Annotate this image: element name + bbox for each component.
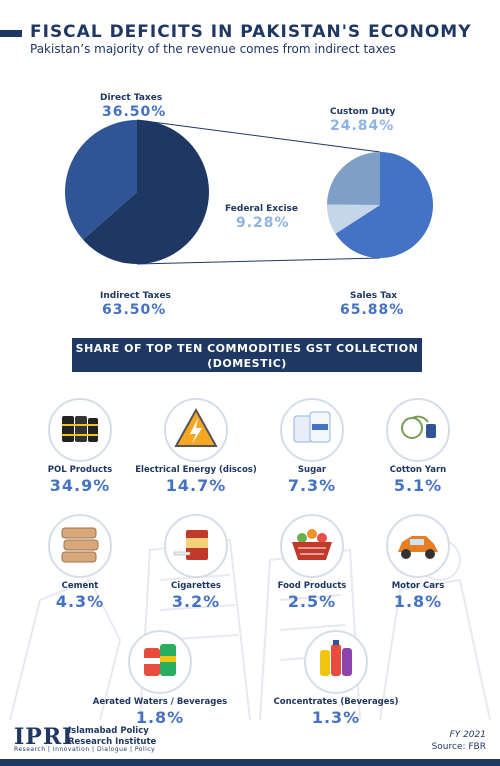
commodity-label: Electrical Energy (discos) (135, 465, 257, 475)
cement-bags-icon (48, 514, 112, 578)
commodity-value: 2.5% (287, 592, 337, 611)
direct-taxes-label: Direct Taxes (100, 93, 163, 103)
direct-taxes-slice (64, 119, 137, 240)
commodity-value: 4.3% (55, 592, 105, 611)
commodity-value: 7.3% (287, 476, 337, 495)
tax-pie-charts (64, 119, 433, 265)
sales-tax-value: 65.88% (340, 302, 405, 318)
commodity-label: Cigarettes (171, 581, 221, 591)
custom-duty-label: Custom Duty (330, 107, 396, 117)
commodity-label: Aerated Waters / Beverages (92, 697, 228, 707)
commodity-label: Cotton Yarn (389, 465, 447, 475)
institute-name: Islamabad Policy Research Institute (68, 726, 156, 748)
pie-connector-lines (136, 119, 381, 265)
oil-barrels-icon (48, 398, 112, 462)
cotton-spool-icon (386, 398, 450, 462)
soda-cans-icon (128, 630, 192, 694)
motor-car-icon (386, 514, 450, 578)
beverage-bottles-icon (304, 630, 368, 694)
institute-name-line2: Research Institute (68, 737, 157, 747)
institute-tagline: Research | Innovation | Dialogue | Polic… (14, 746, 156, 753)
direct-indirect-pie (64, 119, 209, 264)
commodity-label: Motor Cars (391, 581, 445, 591)
fiscal-year: FY 2021 (449, 730, 486, 740)
commodity-value: 34.9% (49, 476, 111, 495)
commodity-value: 1.8% (393, 592, 443, 611)
sales-tax-slice (335, 152, 433, 259)
sales-tax-label: Sales Tax (350, 291, 398, 301)
food-basket-icon (280, 514, 344, 578)
commodity-value: 1.8% (135, 708, 185, 727)
data-source: Source: FBR (431, 742, 486, 752)
electricity-warning-icon (164, 398, 228, 462)
direct-taxes-value: 36.50% (102, 104, 167, 120)
commodity-value: 5.1% (393, 476, 443, 495)
commodity-label: Concentrates (Beverages) (273, 697, 399, 707)
connector-line (136, 257, 381, 265)
institute-name-line1: Islamabad Policy (68, 726, 149, 736)
custom-duty-value: 24.84% (330, 118, 395, 134)
gst-section-banner: SHARE OF TOP TEN COMMODITIES GST COLLECT… (72, 338, 422, 372)
header-accent-bar (0, 30, 22, 37)
federal-excise-label: Federal Excise (225, 204, 298, 214)
sugar-bags-icon (280, 398, 344, 462)
federal-excise-value: 9.28% (236, 215, 290, 231)
commodity-label: Cement (61, 581, 99, 591)
federal-excise-slice (327, 204, 380, 234)
indirect-taxes-label: Indirect Taxes (100, 291, 171, 301)
indirect-taxes-value: 63.50% (102, 302, 167, 318)
commodity-value: 1.3% (311, 708, 361, 727)
connector-line (136, 119, 381, 153)
commodity-value: 14.7% (165, 476, 227, 495)
indirect-breakdown-pie (327, 152, 433, 259)
cigarette-pack-icon (164, 514, 228, 578)
commodity-label: Sugar (297, 465, 327, 475)
commodity-value: 3.2% (171, 592, 221, 611)
page-subtitle: Pakistan’s majority of the revenue comes… (30, 42, 396, 56)
page-title: FISCAL DEFICITS IN PAKISTAN'S ECONOMY (30, 22, 472, 42)
indirect-taxes-slice (82, 120, 209, 264)
ipri-logo: IPRI (14, 724, 74, 750)
custom-duty-slice (327, 152, 380, 205)
commodity-label: POL Products (47, 465, 113, 475)
footer-accent-bar (0, 759, 500, 766)
commodity-label: Food Products (277, 581, 347, 591)
